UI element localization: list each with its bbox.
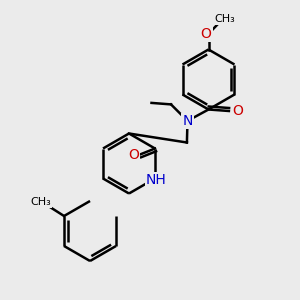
Text: CH₃: CH₃ [31,197,51,207]
Text: NH: NH [146,173,167,187]
Text: N: N [182,114,193,128]
Text: CH₃: CH₃ [214,14,236,24]
Text: O: O [232,104,243,118]
Text: O: O [201,27,212,41]
Text: O: O [128,148,139,162]
